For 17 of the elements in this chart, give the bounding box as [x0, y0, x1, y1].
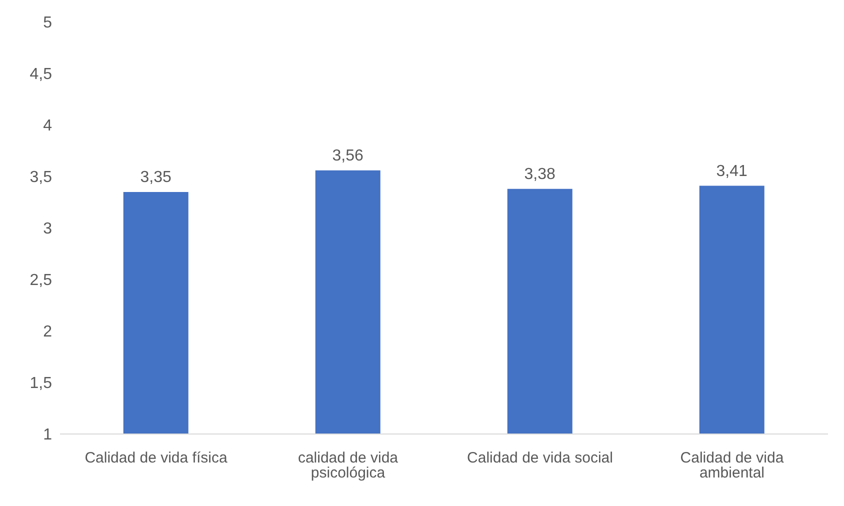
y-tick-label: 4: [43, 118, 52, 135]
x-tick-label: Calidad de vida social: [467, 450, 613, 467]
y-tick-label: 1: [43, 426, 52, 444]
y-tick-label: 2: [43, 324, 52, 341]
y-tick-label: 1,5: [30, 375, 52, 392]
y-tick-label: 3,5: [30, 169, 52, 186]
y-tick-label: 4,5: [30, 66, 52, 84]
x-tick-label: calidad de vida psicológica: [298, 450, 399, 482]
x-tick-label: Calidad de vida física: [84, 450, 228, 467]
y-tick-label: 5: [43, 14, 52, 32]
data-label: 3,38: [524, 166, 556, 183]
x-tick-label: Calidad de vida ambiental: [680, 450, 784, 482]
data-label: 3,41: [716, 162, 748, 180]
data-label: 3,56: [332, 147, 364, 164]
data-label: 3,35: [140, 168, 172, 186]
y-tick-label: 3: [43, 220, 52, 238]
y-tick-label: 2,5: [30, 272, 52, 290]
